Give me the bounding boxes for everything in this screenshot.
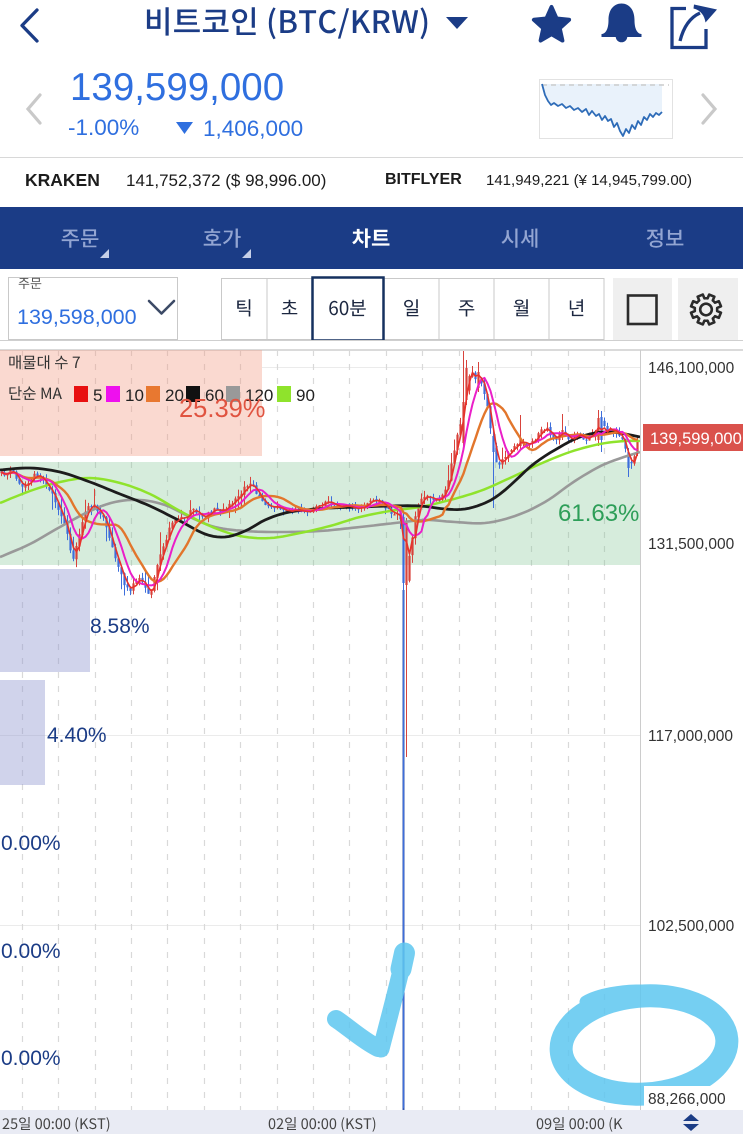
svg-text:117,000,000: 117,000,000 — [648, 728, 733, 745]
svg-text:0.00%: 0.00% — [1, 1047, 61, 1070]
svg-text:20: 20 — [165, 386, 184, 405]
svg-text:146,100,000: 146,100,000 — [648, 360, 735, 377]
svg-text:0.00%: 0.00% — [1, 832, 61, 855]
svg-text:5: 5 — [93, 386, 102, 405]
svg-text:61.63%: 61.63% — [558, 500, 639, 527]
svg-text:25.39%: 25.39% — [179, 395, 266, 423]
svg-text:60: 60 — [205, 386, 224, 405]
svg-text:139,599,000: 139,599,000 — [650, 430, 742, 448]
svg-text:90: 90 — [296, 386, 315, 405]
svg-text:10: 10 — [125, 386, 144, 405]
svg-text:1,406,000: 1,406,000 — [203, 116, 303, 140]
svg-text:4.40%: 4.40% — [47, 724, 107, 747]
svg-text:131,500,000: 131,500,000 — [648, 536, 735, 553]
svg-text:0.00%: 0.00% — [1, 940, 61, 963]
svg-text:8.58%: 8.58% — [90, 615, 150, 638]
svg-text:102,500,000: 102,500,000 — [648, 918, 735, 935]
svg-text:120: 120 — [245, 386, 273, 405]
svg-text:139,598,000: 139,598,000 — [17, 305, 137, 329]
svg-text:88,266,000: 88,266,000 — [648, 1091, 726, 1108]
